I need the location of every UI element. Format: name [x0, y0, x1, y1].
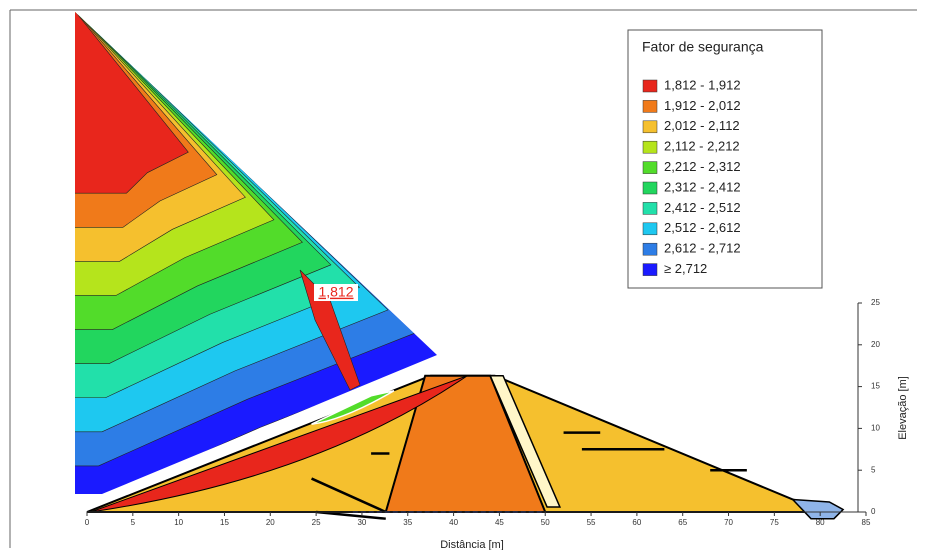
legend-swatch — [643, 264, 657, 276]
legend-label: 1,912 - 2,012 — [664, 98, 741, 113]
legend-label: ≥ 2,712 — [664, 261, 707, 276]
legend-label: 2,012 - 2,112 — [664, 118, 740, 133]
legend-swatch — [643, 223, 657, 235]
legend-label: 2,512 - 2,612 — [664, 220, 741, 235]
y-tick-label: 25 — [871, 298, 880, 307]
y-tick-label: 5 — [871, 465, 876, 474]
x-tick-label: 20 — [266, 518, 275, 527]
legend-label: 2,312 - 2,412 — [664, 179, 741, 194]
y-axis-label: Elevação [m] — [897, 376, 909, 440]
legend-swatch — [643, 243, 657, 255]
x-tick-label: 40 — [449, 518, 458, 527]
legend-swatch — [643, 202, 657, 214]
x-tick-label: 55 — [587, 518, 596, 527]
legend-label: 2,612 - 2,712 — [664, 241, 741, 256]
legend-label: 2,212 - 2,312 — [664, 159, 741, 174]
legend-swatch — [643, 100, 657, 112]
x-tick-label: 0 — [85, 518, 90, 527]
x-tick-label: 70 — [724, 518, 733, 527]
x-tick-label: 5 — [131, 518, 136, 527]
x-tick-label: 25 — [312, 518, 321, 527]
x-axis-label: Distância [m] — [440, 539, 504, 550]
chart: 0510152025303540455055606570758085051015… — [0, 0, 926, 550]
x-tick-label: 65 — [678, 518, 687, 527]
y-tick-label: 20 — [871, 340, 880, 349]
x-tick-label: 85 — [862, 518, 871, 527]
x-tick-label: 80 — [816, 518, 825, 527]
y-tick-label: 10 — [871, 424, 880, 433]
x-tick-label: 30 — [357, 518, 366, 527]
legend-label: 1,812 - 1,912 — [664, 77, 741, 92]
x-tick-label: 45 — [495, 518, 504, 527]
annotation: 1,812 — [318, 284, 353, 300]
y-tick-label: 0 — [871, 507, 876, 516]
y-tick-label: 15 — [871, 382, 880, 391]
x-tick-label: 75 — [770, 518, 779, 527]
legend-swatch — [643, 182, 657, 194]
legend-title: Fator de segurança — [642, 39, 764, 55]
legend-label: 2,112 - 2,212 — [664, 139, 740, 154]
legend-label: 2,412 - 2,512 — [664, 200, 741, 215]
layer-line — [316, 512, 386, 519]
legend-swatch — [643, 80, 657, 92]
legend-swatch — [643, 141, 657, 153]
x-tick-label: 60 — [632, 518, 641, 527]
x-tick-label: 15 — [220, 518, 229, 527]
legend-swatch — [643, 121, 657, 133]
x-tick-label: 35 — [403, 518, 412, 527]
x-tick-label: 10 — [174, 518, 183, 527]
x-tick-label: 50 — [541, 518, 550, 527]
legend-swatch — [643, 162, 657, 174]
